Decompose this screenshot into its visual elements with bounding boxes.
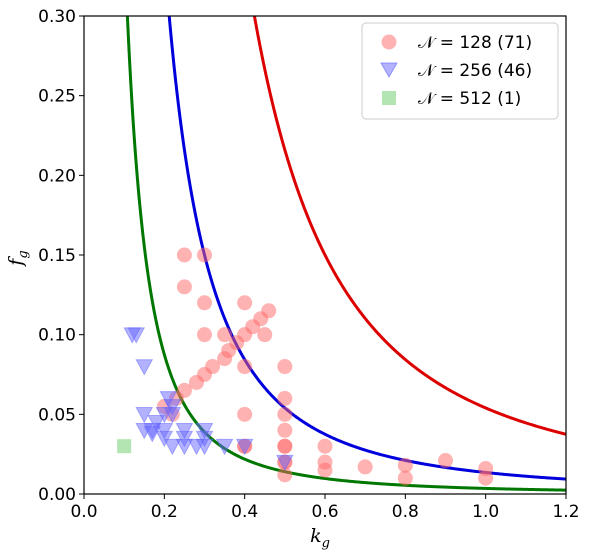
data-point-s0-7 [257,327,273,343]
data-point-s0-4 [197,327,212,343]
data-point-s1-23 [175,438,194,456]
y-tick-label-4: 0.20 [38,166,76,186]
data-point-s1-19 [235,438,254,456]
x-tick-label-4: 0.8 [392,502,419,522]
data-point-s0-0 [176,247,192,263]
data-point-s0-36 [317,462,333,478]
data-point-s1-12 [155,430,174,448]
data-point-s0-39 [397,470,413,486]
data-point-s1-11 [163,399,182,416]
data-point-s1-3 [135,407,154,424]
data-point-s1-2 [135,359,154,376]
ticks-layer: 0.0 0.2 0.4 0.6 0.8 1.0 1.2 0.00 0.05 0.10 0.15 0.2… [38,7,579,522]
data-point-s1-20 [275,454,294,472]
y-tick-label-5: 0.25 [38,87,76,107]
legend-label-1: 𝒩 = 256 (46) [418,61,532,81]
y-tick-label-3: 0.15 [38,246,76,266]
legend-label-2: 𝒩 = 512 (1) [418,89,521,109]
data-point-s0-14 [237,295,253,311]
points-layer [117,247,494,486]
x-axis-label: kg [310,525,330,551]
x-tick-label-0: 0.0 [70,502,97,522]
data-point-s2-0 [117,439,132,454]
data-point-s0-3 [197,295,212,311]
data-point-s1-16 [195,430,214,448]
data-point-s1-1 [127,327,146,344]
data-point-s0-29 [277,390,293,406]
data-point-s1-18 [215,438,234,456]
x-axis-label-sub: g [322,536,330,551]
x-tick-label-5: 1.0 [472,502,499,522]
data-point-s1-6 [147,415,166,432]
data-point-s0-37 [357,459,373,475]
y-tick-label-1: 0.05 [38,405,76,425]
legend-box [361,22,559,120]
data-point-s0-42 [478,470,494,486]
y-tick-label-2: 0.10 [38,326,76,346]
data-point-s0-5 [217,327,233,343]
x-tick-label-2: 0.4 [231,502,258,522]
y-axis-label-main: f [5,256,27,268]
data-point-s0-13 [317,438,333,454]
legend-marker-1 [380,62,398,79]
x-tick-label-6: 1.2 [552,502,579,522]
x-tick-label-1: 0.2 [151,502,178,522]
data-point-s0-38 [397,457,413,473]
legend-marker-0 [381,34,397,50]
data-point-s0-34 [277,467,293,483]
data-point-s0-32 [277,438,293,454]
y-tick-label-0: 0.00 [38,485,76,505]
data-point-s1-14 [175,430,194,448]
data-point-s1-15 [195,422,214,440]
data-point-s0-30 [277,406,293,422]
data-point-s0-23 [188,374,204,390]
data-point-s1-22 [163,438,182,456]
legend-label-0: 𝒩 = 128 (71) [418,33,532,53]
data-point-s1-24 [187,438,206,456]
x-axis-label-main: k [310,525,322,547]
data-point-s0-31 [277,422,293,438]
data-point-s0-2 [176,279,192,295]
data-point-s0-20 [217,351,233,367]
fit-curve-0 [252,16,566,436]
y-axis-label: fg [5,250,31,267]
legend: 𝒩 = 128 (71) 𝒩 = 256 (46) 𝒩 = 512 (1) [361,22,559,120]
data-point-s0-9 [237,406,253,422]
y-tick-label-6: 0.30 [38,7,76,27]
x-tick-label-3: 0.6 [311,502,338,522]
data-point-s0-40 [438,453,453,469]
data-point-s1-21 [143,426,162,443]
data-point-s1-9 [159,391,178,408]
data-point-s1-13 [175,422,194,440]
data-point-s0-28 [277,359,293,375]
legend-marker-2 [382,91,396,105]
data-point-s0-1 [197,247,212,263]
y-axis-label-sub: g [16,250,31,258]
data-point-s0-8 [237,359,253,375]
data-point-s0-17 [261,303,277,319]
